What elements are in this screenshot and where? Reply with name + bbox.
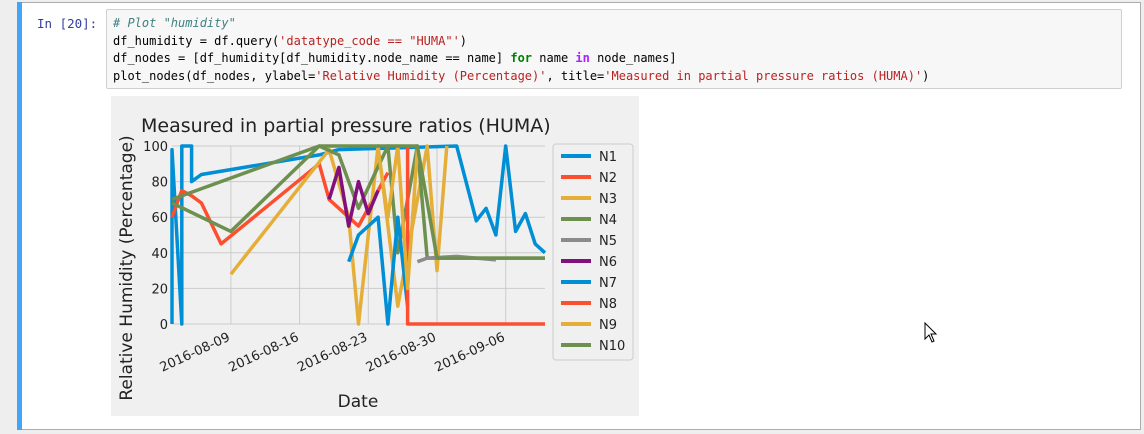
- legend-label: N4: [599, 213, 617, 228]
- y-tick-label: 20: [151, 282, 168, 297]
- chart-title: Measured in partial pressure ratios (HUM…: [141, 115, 551, 137]
- legend-label: N6: [599, 255, 617, 270]
- legend-label: N9: [599, 318, 617, 333]
- code-token: ): [459, 33, 468, 48]
- code-token: ): [922, 68, 930, 83]
- code-token: , title=: [546, 68, 605, 83]
- output-area: Measured in partial pressure ratios (HUM…: [111, 96, 639, 416]
- y-tick-label: 60: [151, 211, 168, 226]
- code-text[interactable]: # Plot "humidity" df_humidity = df.query(…: [113, 15, 929, 85]
- y-tick-label: 100: [143, 140, 168, 155]
- code-token: in: [575, 51, 590, 65]
- code-editor[interactable]: [106, 9, 1122, 89]
- legend-label: N7: [599, 276, 617, 291]
- legend-label: N10: [599, 339, 625, 354]
- code-token: df_humidity = df.query(: [113, 33, 280, 48]
- code-line: plot_nodes(df_nodes, ylabel='Relative Hu…: [113, 68, 929, 86]
- legend-label: N3: [599, 192, 617, 207]
- code-token: node_names]: [589, 51, 677, 65]
- code-token: plot_nodes(df_nodes, ylabel=: [113, 68, 316, 83]
- series-line-n7: [347, 215, 410, 326]
- code-line: df_humidity = df.query('datatype_code ==…: [113, 33, 929, 51]
- x-axis-label: Date: [338, 392, 379, 412]
- cell-selection-indicator: [17, 2, 22, 430]
- code-token: 'Measured in partial pressure ratios (HU…: [604, 68, 923, 83]
- code-token: # Plot "humidity": [113, 16, 236, 30]
- legend-label: N8: [599, 297, 617, 312]
- y-axis-label: Relative Humidity (Percentage): [117, 135, 137, 400]
- series-line-n8: [405, 146, 545, 326]
- code-line: # Plot "humidity": [113, 15, 929, 33]
- code-line: df_nodes = [df_humidity[df_humidity.node…: [113, 50, 929, 68]
- y-tick-label: 40: [151, 247, 168, 262]
- code-token: 'Relative Humidity (Percentage)': [315, 68, 547, 83]
- legend-label: N5: [599, 234, 617, 249]
- mouse-cursor-icon: [924, 322, 938, 343]
- y-tick-label: 0: [160, 318, 168, 333]
- legend-label: N1: [599, 150, 617, 165]
- input-prompt: In [20]:: [37, 16, 98, 31]
- series-line-n4: [171, 144, 545, 260]
- y-tick-label: 80: [151, 176, 168, 191]
- series-line-n6: [327, 165, 380, 228]
- code-token: 'datatype_code == "HUMA"': [279, 33, 460, 48]
- humidity-line-chart: Measured in partial pressure ratios (HUM…: [111, 96, 639, 416]
- code-token: name: [532, 51, 576, 65]
- series-line-n10: [171, 144, 545, 260]
- code-token: df_nodes = [df_humidity[df_humidity.node…: [113, 51, 511, 65]
- legend-label: N2: [599, 171, 617, 186]
- code-token: for: [510, 51, 533, 65]
